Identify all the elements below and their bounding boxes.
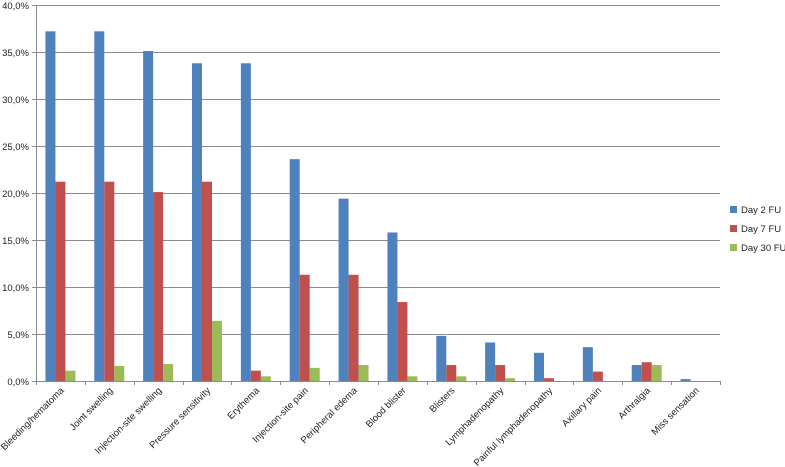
bar bbox=[456, 376, 467, 381]
legend-swatch bbox=[730, 244, 737, 251]
x-category-label: Blisters bbox=[428, 385, 458, 415]
bar bbox=[289, 159, 300, 381]
legend-label: Day 2 FU bbox=[741, 205, 781, 216]
bar bbox=[544, 378, 554, 381]
bar bbox=[55, 181, 66, 381]
bar bbox=[114, 365, 125, 381]
bar bbox=[348, 274, 359, 381]
bar bbox=[192, 63, 202, 381]
x-category-label: Miss sensation bbox=[649, 385, 701, 437]
bar bbox=[436, 335, 447, 381]
y-tick-label: 40,0% bbox=[2, 1, 29, 12]
bar bbox=[397, 302, 408, 381]
bar bbox=[250, 370, 261, 381]
bar bbox=[153, 192, 164, 381]
bar bbox=[407, 376, 418, 381]
bar bbox=[309, 367, 320, 381]
bar bbox=[446, 365, 457, 381]
x-axis-category-labels: Bleeding/hematoma Joint swellingInjection… bbox=[0, 385, 702, 467]
legend-label: Day 30 FU bbox=[741, 243, 785, 254]
bar bbox=[592, 371, 603, 381]
y-tick-label: 35,0% bbox=[2, 48, 29, 59]
x-category-label: Blood blister bbox=[364, 385, 409, 430]
bars bbox=[45, 31, 691, 382]
bar bbox=[143, 51, 154, 382]
bar bbox=[240, 63, 251, 381]
y-tick-label: 25,0% bbox=[2, 142, 29, 153]
bar bbox=[163, 364, 174, 381]
bar bbox=[104, 181, 115, 381]
y-axis-ticks: 0,0% 5,0% 10,0% 15,0% 20,0% 25,0% 30,0% 35,0% 40… bbox=[2, 1, 36, 388]
y-tick-label: 20,0% bbox=[2, 189, 29, 200]
legend-label: Day 7 FU bbox=[741, 224, 781, 235]
bar bbox=[45, 31, 56, 381]
bar bbox=[485, 342, 496, 381]
legend: Day 2 FU Day 7 FU Day 30 FU bbox=[730, 205, 785, 254]
gridlines bbox=[36, 5, 720, 335]
bar bbox=[212, 320, 222, 381]
bar bbox=[299, 274, 310, 381]
y-tick-label: 5,0% bbox=[7, 330, 29, 341]
y-tick-label: 0,0% bbox=[7, 377, 29, 388]
bar bbox=[582, 347, 593, 381]
x-category-label: Arthralgia bbox=[616, 385, 653, 422]
x-category-label: Joint swelling bbox=[68, 385, 116, 433]
x-category-label: Painful lymphadenopathy bbox=[472, 385, 555, 467]
legend-swatch bbox=[730, 225, 737, 232]
bar bbox=[338, 198, 349, 381]
bar bbox=[641, 362, 652, 381]
bar bbox=[495, 365, 506, 381]
bar bbox=[534, 352, 544, 381]
bar bbox=[65, 370, 76, 381]
bar bbox=[202, 181, 212, 381]
axes bbox=[36, 5, 721, 385]
bar bbox=[260, 376, 271, 381]
x-category-label: Bleeding/hematoma bbox=[0, 385, 67, 453]
bar bbox=[651, 365, 662, 381]
bar bbox=[358, 365, 369, 381]
bar bbox=[505, 378, 516, 381]
bar bbox=[94, 31, 105, 381]
x-category-label: Axillary pain bbox=[560, 385, 604, 429]
bar bbox=[387, 232, 398, 381]
x-category-label: Erythema bbox=[225, 385, 262, 422]
y-tick-label: 15,0% bbox=[2, 236, 29, 247]
y-tick-label: 30,0% bbox=[2, 95, 29, 106]
legend-swatch bbox=[730, 206, 737, 213]
bar bbox=[631, 365, 642, 381]
bar bbox=[680, 379, 691, 381]
y-tick-label: 10,0% bbox=[2, 283, 29, 294]
